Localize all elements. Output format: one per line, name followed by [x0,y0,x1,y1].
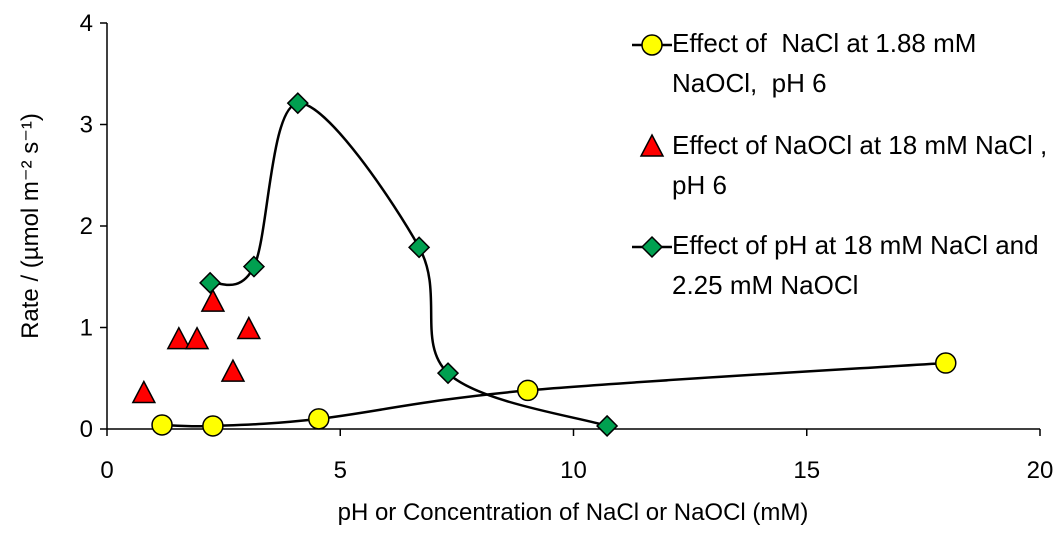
x-tick-label: 15 [793,457,820,484]
legend-label: Effect of pH at 18 mM NaCl and 2.25 mM N… [672,230,1046,300]
point [308,408,330,430]
point [436,362,460,385]
x-tick-label: 0 [100,457,113,484]
point [202,415,224,437]
point [935,352,957,374]
legend-label: Effect of NaOCl at 18 mM NaCl , pH 6 [672,130,1055,200]
y-tick-label: 1 [80,315,93,342]
point [220,358,246,382]
point [200,288,226,312]
point [236,315,262,340]
y-tick-label: 4 [80,10,93,37]
series-line [162,361,946,428]
series-line [209,101,608,428]
point [166,326,192,350]
point [408,236,431,259]
point [151,414,173,436]
point [596,414,619,438]
y-tick-label: 0 [80,416,93,443]
point [286,92,309,115]
legend-label: Effect of NaCl at 1.88 mM NaOCl, pH 6 [672,28,984,98]
point [184,326,210,350]
legend-symbol [640,235,664,259]
point [517,379,539,402]
legend-symbol [639,133,665,157]
point [131,379,157,404]
point [199,271,222,294]
x-axis-label: pH or Concentration of NaCl or NaOCl (mM… [338,499,809,526]
x-tick-label: 20 [1027,457,1054,484]
x-tick-label: 5 [334,457,347,484]
y-tick-label: 2 [80,213,93,240]
legend-symbol [641,34,663,56]
point [242,255,266,278]
y-tick-label: 3 [80,112,93,139]
x-tick-label: 10 [560,457,587,484]
y-axis-label: Rate / (µmol m⁻² s⁻¹) [17,113,44,339]
